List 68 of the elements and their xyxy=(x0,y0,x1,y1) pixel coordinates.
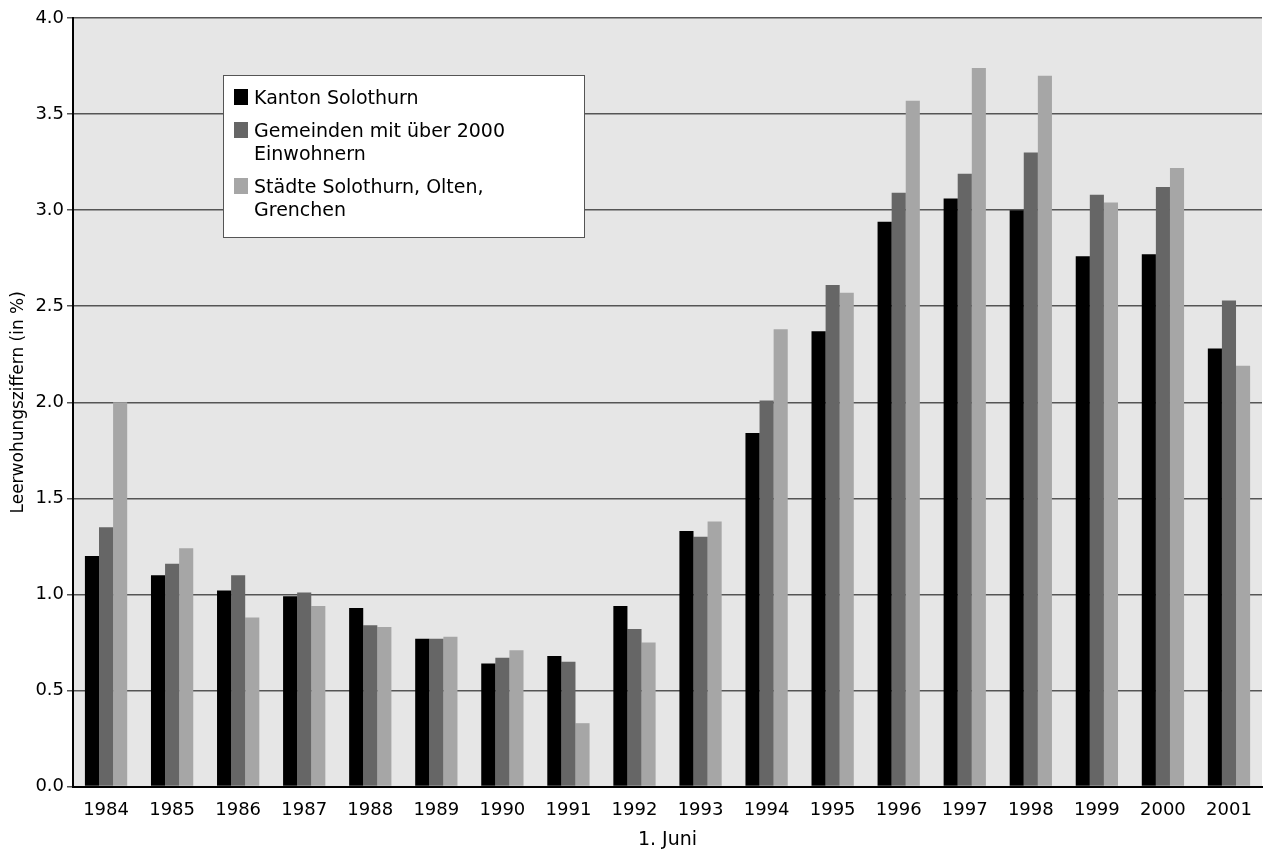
y-tick-label: 2.5 xyxy=(35,293,65,315)
bar xyxy=(363,625,378,786)
y-tick-label: 4.0 xyxy=(35,5,65,27)
bar xyxy=(825,285,840,786)
y-tick-label: 1.0 xyxy=(35,582,65,604)
bar xyxy=(891,192,906,786)
bar xyxy=(905,100,920,786)
bar xyxy=(575,723,590,786)
bar xyxy=(1023,152,1038,786)
y-tick-label: 3.0 xyxy=(35,197,65,219)
bar xyxy=(495,657,510,786)
x-tick-label: 1997 xyxy=(941,798,988,820)
x-tick-label: 1984 xyxy=(83,798,129,820)
x-tick-label: 1994 xyxy=(743,798,790,820)
x-tick-label: 1990 xyxy=(479,798,526,820)
bar xyxy=(99,527,114,786)
bar xyxy=(1155,187,1170,786)
bar xyxy=(773,329,788,786)
x-tick-label: 1998 xyxy=(1007,798,1054,820)
bar xyxy=(1037,75,1052,786)
x-tick-label: 1991 xyxy=(545,798,592,820)
legend-label: Städte Solothurn, Olten, Grenchen xyxy=(254,175,485,221)
bar xyxy=(179,548,194,786)
bar xyxy=(429,638,444,786)
x-tick-label: 1986 xyxy=(215,798,262,820)
bar xyxy=(759,400,774,786)
bar xyxy=(561,661,576,786)
bar xyxy=(165,563,180,786)
x-tick-label: 2000 xyxy=(1140,798,1186,820)
bar xyxy=(641,642,656,786)
x-tick-label: 1999 xyxy=(1073,798,1120,820)
y-tick-label: 2.0 xyxy=(35,389,65,411)
x-tick-label: 1989 xyxy=(413,798,460,820)
bar xyxy=(509,650,524,786)
bar xyxy=(231,575,246,786)
bar xyxy=(443,636,458,786)
bar xyxy=(1089,194,1104,786)
bar xyxy=(693,536,708,786)
bar xyxy=(971,67,986,786)
x-axis-title: 1. Juni xyxy=(637,826,698,849)
bar xyxy=(1221,300,1237,786)
x-tick-label: 1992 xyxy=(611,798,658,820)
y-tick-label: 3.5 xyxy=(35,101,65,123)
bar xyxy=(245,617,260,786)
x-tick-label: 1995 xyxy=(809,798,856,820)
bar xyxy=(297,592,312,786)
x-tick-label: 1996 xyxy=(875,798,922,820)
bar xyxy=(377,627,392,786)
x-tick-label: 1988 xyxy=(347,798,394,820)
x-tick-label: 1993 xyxy=(677,798,724,820)
bar xyxy=(839,292,854,786)
bar xyxy=(113,402,128,786)
y-tick-label: 1.5 xyxy=(35,486,65,508)
x-tick-label: 2001 xyxy=(1206,798,1252,820)
y-tick-label: 0.0 xyxy=(35,774,65,796)
bar xyxy=(957,173,972,786)
legend-label: Kanton Solothurn xyxy=(254,86,419,109)
bar xyxy=(627,629,642,786)
bar xyxy=(707,521,722,786)
bar xyxy=(1169,167,1185,786)
bar xyxy=(1236,365,1251,786)
y-axis-title: Leerwohungsziffern (in %) xyxy=(6,291,27,514)
bar xyxy=(311,605,326,786)
x-tick-label: 1985 xyxy=(149,798,196,820)
legend-label: Gemeinden mit über 2000 Einwohnern xyxy=(254,119,507,165)
y-tick-label: 0.5 xyxy=(35,678,65,700)
bar xyxy=(1103,202,1118,786)
x-tick-label: 1987 xyxy=(281,798,328,820)
